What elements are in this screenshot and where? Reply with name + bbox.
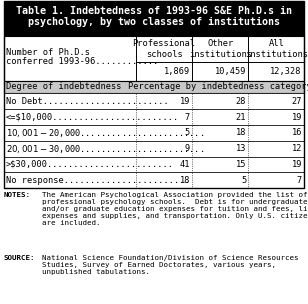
Bar xyxy=(4,141,304,157)
Bar xyxy=(4,36,304,81)
Text: Degree of indebtedness: Degree of indebtedness xyxy=(6,82,122,92)
Bar xyxy=(4,109,304,125)
Text: SOURCE:: SOURCE: xyxy=(4,255,35,261)
Text: Table 1. Indebtedness of 1993-96 S&E Ph.D.s in
psychology, by two classes of ins: Table 1. Indebtedness of 1993-96 S&E Ph.… xyxy=(16,6,292,27)
Text: <=$10,000........................: <=$10,000........................ xyxy=(6,112,179,122)
Text: No Debt........................: No Debt........................ xyxy=(6,97,168,106)
Text: conferred 1993-96............: conferred 1993-96............ xyxy=(6,57,158,66)
Text: 12,328: 12,328 xyxy=(270,67,302,76)
Text: No response........................: No response........................ xyxy=(6,176,189,185)
Text: 9: 9 xyxy=(185,144,190,153)
Bar xyxy=(4,172,304,188)
Text: 12: 12 xyxy=(292,144,302,153)
Text: Other
institutions: Other institutions xyxy=(189,39,252,59)
Text: $10,001-$20,000........................: $10,001-$20,000........................ xyxy=(6,127,204,139)
Text: >$30,000........................: >$30,000........................ xyxy=(6,160,173,169)
Text: 5: 5 xyxy=(241,176,246,185)
Text: 19: 19 xyxy=(292,112,302,122)
Text: 41: 41 xyxy=(180,160,190,169)
Bar xyxy=(4,81,304,93)
Text: 1,869: 1,869 xyxy=(164,67,190,76)
Text: 16: 16 xyxy=(292,128,302,137)
Bar xyxy=(4,125,304,141)
Bar xyxy=(4,1,304,36)
Text: 15: 15 xyxy=(236,160,246,169)
Bar xyxy=(4,157,304,172)
Text: 13: 13 xyxy=(236,144,246,153)
Text: 18: 18 xyxy=(180,176,190,185)
Text: The American Psychological Association provided the list of
professional psychol: The American Psychological Association p… xyxy=(42,192,308,226)
Text: Professional
schools: Professional schools xyxy=(132,39,196,59)
Text: 19: 19 xyxy=(292,160,302,169)
Text: 7: 7 xyxy=(185,112,190,122)
Text: Number of Ph.D.s: Number of Ph.D.s xyxy=(6,48,90,57)
Text: 10,459: 10,459 xyxy=(214,67,246,76)
Text: 5: 5 xyxy=(185,128,190,137)
Text: Percentage by indebtedness category: Percentage by indebtedness category xyxy=(128,82,308,92)
Text: 18: 18 xyxy=(236,128,246,137)
Text: 27: 27 xyxy=(292,97,302,106)
Text: National Science Foundation/Division of Science Resources
Studies, Survey of Ear: National Science Foundation/Division of … xyxy=(42,255,299,275)
Bar xyxy=(4,93,304,109)
Text: 19: 19 xyxy=(180,97,190,106)
Text: 21: 21 xyxy=(236,112,246,122)
Bar xyxy=(4,1,304,188)
Text: $20,001-$30,000........................: $20,001-$30,000........................ xyxy=(6,143,204,155)
Text: 7: 7 xyxy=(297,176,302,185)
Text: All
institutions: All institutions xyxy=(245,39,308,59)
Text: 28: 28 xyxy=(236,97,246,106)
Text: NOTES:: NOTES: xyxy=(4,192,31,198)
